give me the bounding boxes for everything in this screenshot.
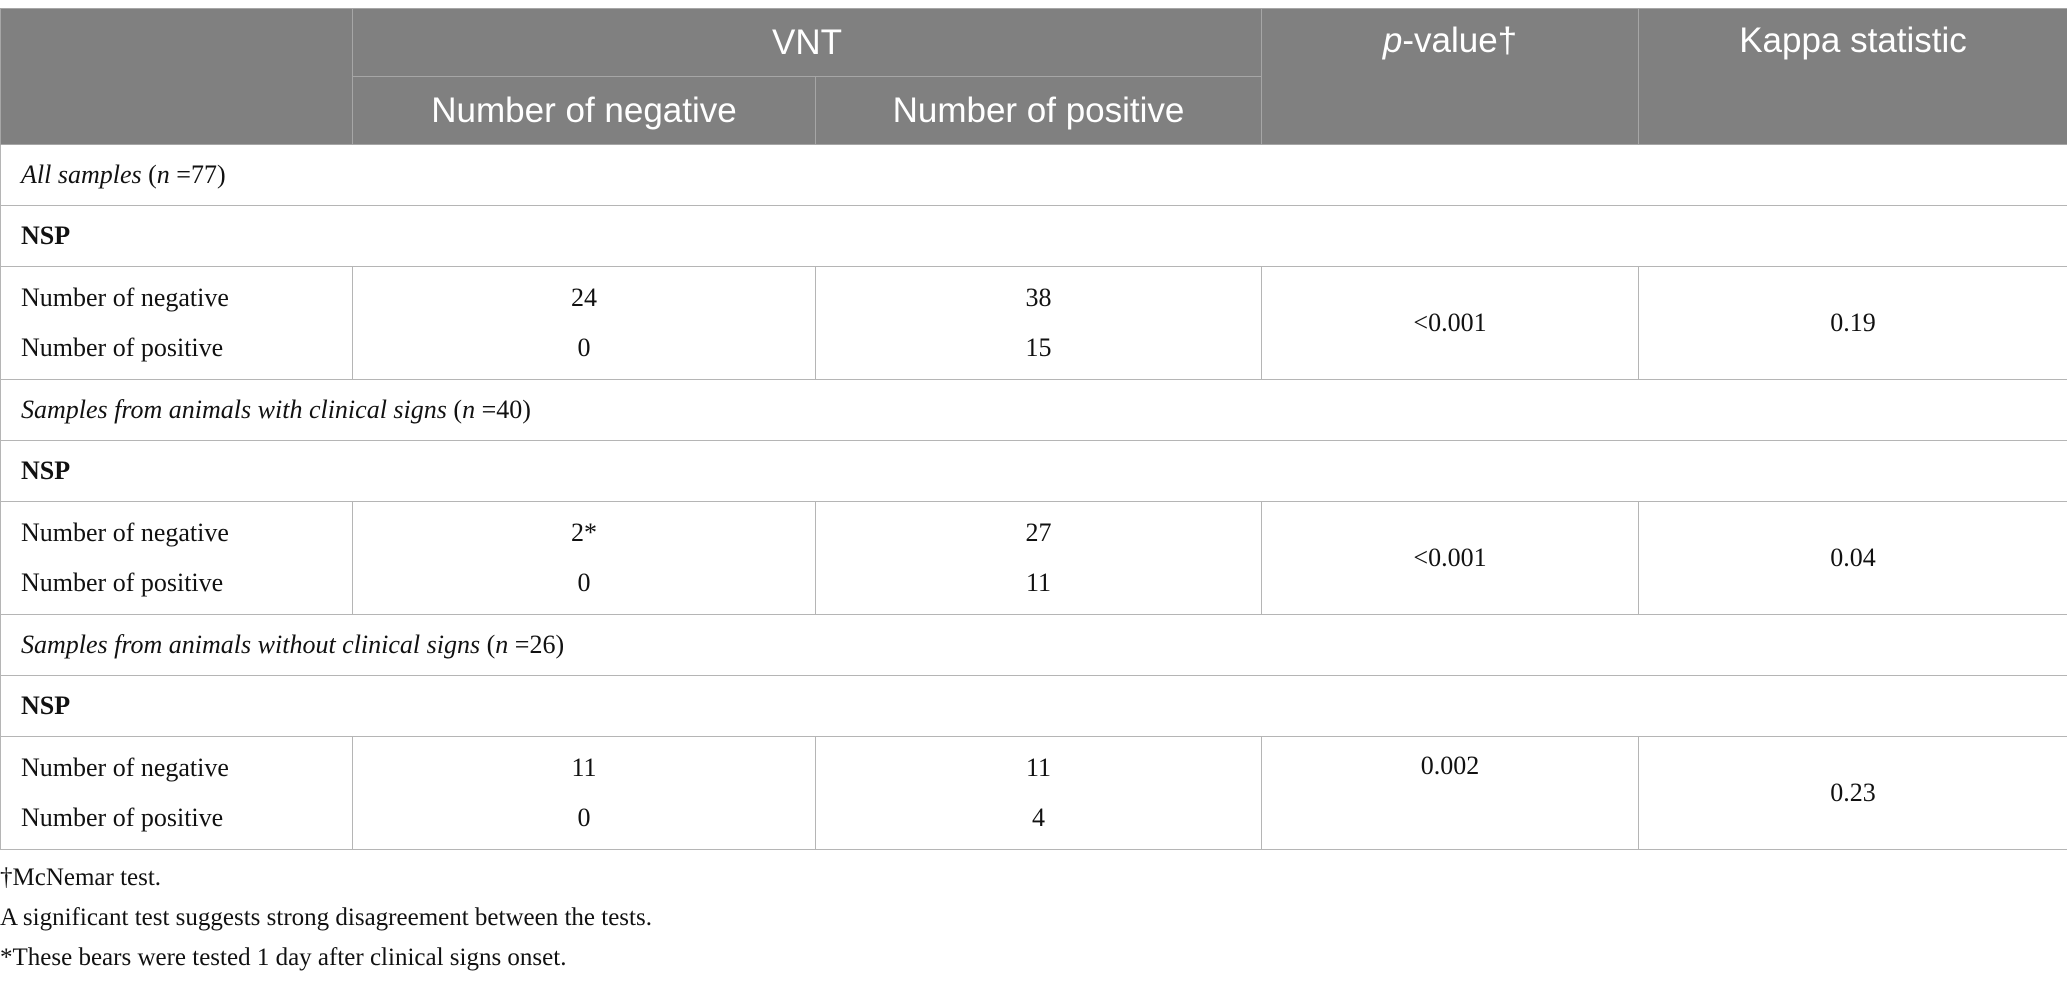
value-pos-pos: 15: [1025, 333, 1052, 362]
kappa-cell: 0.23: [1638, 736, 2067, 850]
header-vnt-positive: Number of positive: [815, 76, 1262, 145]
p-value-cell: <0.001: [1261, 501, 1639, 615]
test-label: NSP: [0, 205, 2067, 267]
value-pos-neg: 0: [577, 568, 591, 597]
p-value-cell: <0.001: [1261, 266, 1639, 380]
row-label-positive: Number of positive: [21, 568, 224, 597]
group-title-row: All samples (n =77): [0, 144, 2067, 206]
value-neg-pos: 11: [1025, 753, 1052, 782]
group-title-n-var: n: [495, 630, 509, 659]
vnt-positive-values: 11 4: [815, 736, 1262, 850]
footnote-significance: A significant test suggests strong disag…: [0, 904, 652, 931]
value-neg-neg: 11: [571, 753, 597, 782]
vnt-positive-values: 38 15: [815, 266, 1262, 380]
group-title-row: Samples from animals without clinical si…: [0, 614, 2067, 676]
header-p-value-rest: -value†: [1402, 21, 1518, 60]
row-label-positive: Number of positive: [21, 803, 224, 832]
row-label-negative: Number of negative: [21, 283, 229, 312]
test-label: NSP: [0, 675, 2067, 737]
group-title: All samples (n =77): [0, 144, 2067, 206]
header-blank-cell: [0, 8, 353, 145]
results-table: VNT p-value† Kappa statistic Number of n…: [0, 8, 2067, 850]
kappa-cell: 0.19: [1638, 266, 2067, 380]
group-title-n-var: n: [156, 160, 170, 189]
value-pos-neg: 0: [577, 333, 591, 362]
group-title-n-value: =26): [508, 630, 565, 659]
test-label-row: NSP: [0, 675, 2067, 737]
footnote-mcnemar: †McNemar test.: [0, 864, 162, 891]
data-row: Number of negative Number of positive 11 0…: [0, 736, 2067, 850]
group-title-n-open: (: [480, 630, 496, 659]
data-row: Number of negative Number of positive 2* 0…: [0, 501, 2067, 615]
kappa-cell: 0.04: [1638, 501, 2067, 615]
vnt-negative-values: 24 0: [352, 266, 816, 380]
value-neg-neg: 2*: [571, 518, 597, 547]
test-label: NSP: [0, 440, 2067, 502]
data-row: Number of negative Number of positive 24 0…: [0, 266, 2067, 380]
row-label-negative: Number of negative: [21, 518, 229, 547]
p-value-cell: 0.002: [1261, 736, 1639, 850]
footnote-asterisk: *These bears were tested 1 day after cli…: [0, 944, 567, 971]
group-title-n-value: =77): [169, 160, 226, 189]
vnt-negative-values: 11 0: [352, 736, 816, 850]
value-neg-neg: 24: [571, 283, 597, 312]
header-kappa: Kappa statistic: [1638, 8, 2067, 145]
row-labels: Number of negative Number of positive: [0, 736, 353, 850]
vnt-positive-values: 27 11: [815, 501, 1262, 615]
header-vnt: VNT: [352, 8, 1262, 77]
value-pos-neg: 0: [577, 803, 591, 832]
value-pos-pos: 4: [1032, 803, 1045, 832]
group-title-n-var: n: [462, 395, 476, 424]
value-pos-pos: 11: [1025, 568, 1052, 597]
header-p-value: p-value†: [1261, 8, 1639, 145]
row-label-positive: Number of positive: [21, 333, 224, 362]
table-body: All samples (n =77) NSP Number of negati…: [0, 144, 2067, 850]
test-label-row: NSP: [0, 205, 2067, 267]
value-neg-pos: 27: [1025, 518, 1052, 547]
group-title-text: All samples: [21, 160, 142, 189]
row-labels: Number of negative Number of positive: [0, 266, 353, 380]
group-title-n-value: =40): [475, 395, 531, 424]
test-label-row: NSP: [0, 440, 2067, 502]
group-title: Samples from animals with clinical signs…: [0, 379, 2067, 441]
group-title-text: Samples from animals without clinical si…: [21, 630, 481, 659]
table-header: VNT p-value† Kappa statistic Number of n…: [0, 8, 2067, 145]
group-title-row: Samples from animals with clinical signs…: [0, 379, 2067, 441]
group-title-n-open: (: [446, 395, 463, 424]
group-title: Samples from animals without clinical si…: [0, 614, 2067, 676]
value-neg-pos: 38: [1025, 283, 1052, 312]
header-vnt-negative: Number of negative: [352, 76, 816, 145]
group-title-n-open: (: [141, 160, 157, 189]
vnt-negative-values: 2* 0: [352, 501, 816, 615]
group-title-text: Samples from animals with clinical signs: [21, 395, 447, 424]
row-label-negative: Number of negative: [21, 753, 229, 782]
header-p-value-italic: p: [1382, 21, 1403, 60]
table-footnotes: †McNemar test. A significant test sugges…: [0, 858, 652, 978]
row-labels: Number of negative Number of positive: [0, 501, 353, 615]
